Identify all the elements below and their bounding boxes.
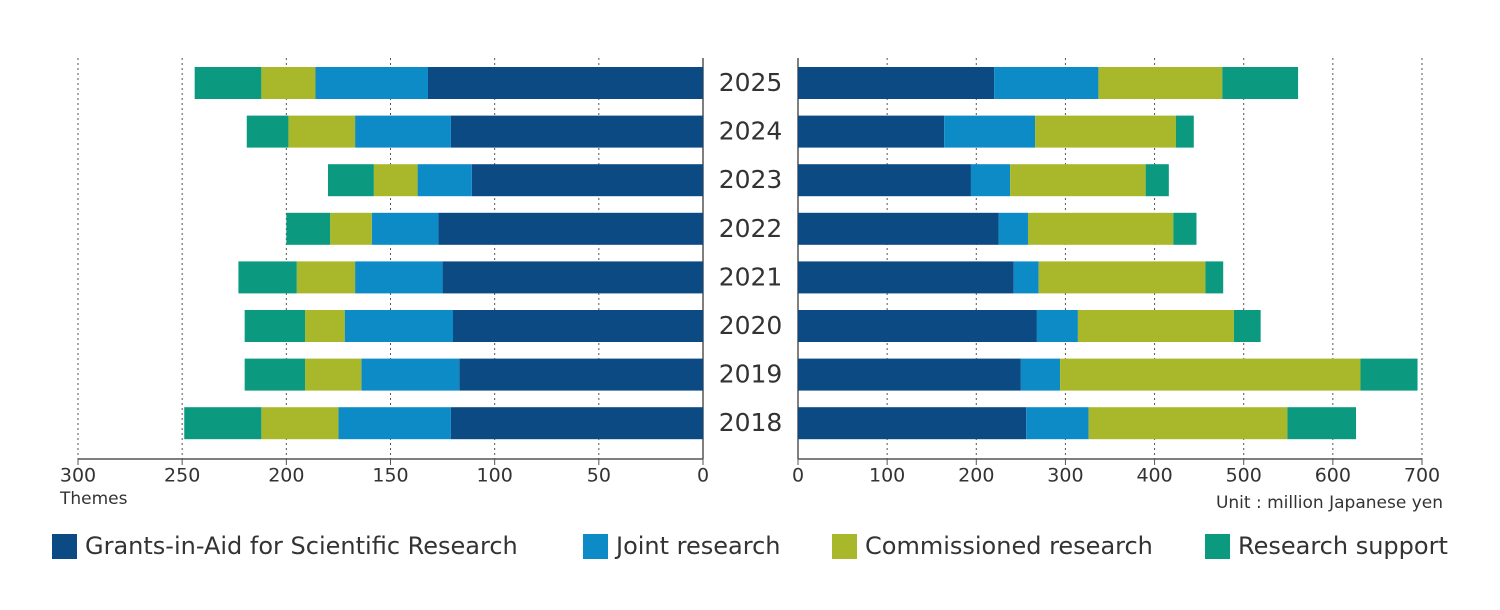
legend-label: Commissioned research [865,532,1153,560]
bar-segment [438,212,703,245]
bar-segment [798,115,945,148]
bar-segment [1088,407,1288,440]
x-tick-label: 150 [372,465,408,487]
bar-segment [194,67,262,99]
x-tick-label: 100 [477,465,513,487]
bar-segment [798,67,995,99]
bar-segment [1020,358,1061,391]
x-axis-label: Themes [59,489,128,509]
category-label: 2020 [719,311,783,340]
bar-segment [355,261,443,294]
bar-segment [330,212,372,245]
bar-segment [1013,261,1039,294]
bar-segment [1222,67,1299,99]
category-label: 2019 [719,360,783,389]
legend-swatch [52,534,77,559]
bar-segment [798,407,1027,440]
category-label: 2021 [719,262,783,291]
bar-segment [1035,115,1176,148]
x-tick-label: 250 [164,465,200,487]
bar-segment [471,164,703,197]
x2-tick-label: 100 [869,465,905,487]
bar-segment [261,407,339,440]
bar-segment [373,164,418,197]
bar-segment [1010,164,1146,197]
bar-segment [998,212,1028,245]
bar-segment [450,407,703,440]
bar-segment [246,115,289,148]
bar-segment [450,115,703,148]
x-tick-label: 50 [587,465,611,487]
bar-segment [1175,115,1194,148]
bar-segment [305,358,362,391]
bar-segment [344,310,453,342]
bar-segment [798,358,1021,391]
legend-swatch [583,534,608,559]
bar-segment [371,212,439,245]
bar-segment [288,115,356,148]
bar-segment [459,358,703,391]
bar-segment [1038,261,1206,294]
legend-swatch [832,534,857,559]
category-label: 2022 [719,214,783,243]
bar-segment [428,67,703,99]
bar-segment [798,164,971,197]
x2-tick-label: 700 [1404,465,1440,487]
legend-swatch [1205,534,1230,559]
bar-segment [244,358,306,391]
bar-segment [355,115,451,148]
x-tick-label: 300 [60,465,96,487]
bar-segment [798,261,1014,294]
legend-label: Grants-in-Aid for Scientific Research [85,532,518,560]
bar-segment [970,164,1011,197]
bar-segment [442,261,703,294]
x-tick-label: 200 [268,465,304,487]
bar-segment [261,67,316,99]
bar-segment [798,212,999,245]
bar-segment [1027,212,1174,245]
bar-segment [944,115,1036,148]
bar-segment [1205,261,1224,294]
bar-segment [1173,212,1197,245]
x2-tick-label: 0 [792,465,804,487]
bar-segment [328,164,374,197]
bar-segment [296,261,356,294]
bar-segment [1360,358,1418,391]
bar-segment [244,310,306,342]
category-label: 2024 [719,117,783,146]
category-label: 2018 [719,408,783,437]
bar-segment [184,407,262,440]
category-label: 2025 [719,68,783,97]
bar-segment [1036,310,1078,342]
bar-segment [798,310,1037,342]
x2-tick-label: 200 [958,465,994,487]
bar-segment [1233,310,1261,342]
x2-axis-label: Unit : million Japanese yen [1216,493,1443,513]
bar-segment [1077,310,1234,342]
x2-tick-label: 500 [1226,465,1262,487]
bar-segment [1145,164,1169,197]
bar-segment [1098,67,1223,99]
x2-tick-label: 600 [1315,465,1351,487]
category-label: 2023 [719,165,783,194]
x-tick-label: 0 [697,465,709,487]
bar-segment [994,67,1099,99]
bar-segment [1287,407,1357,440]
bar-segment [1026,407,1089,440]
bar-segment [315,67,428,99]
bar-segment [1060,358,1361,391]
bar-segment [305,310,345,342]
bar-segment [338,407,451,440]
bar-segment [238,261,297,294]
legend-label: Research support [1238,532,1448,560]
x2-tick-label: 300 [1047,465,1083,487]
x2-tick-label: 400 [1136,465,1172,487]
bar-segment [286,212,331,245]
bar-segment [361,358,460,391]
bar-segment [453,310,703,342]
legend-label: Joint research [614,532,781,560]
bar-segment [417,164,472,197]
